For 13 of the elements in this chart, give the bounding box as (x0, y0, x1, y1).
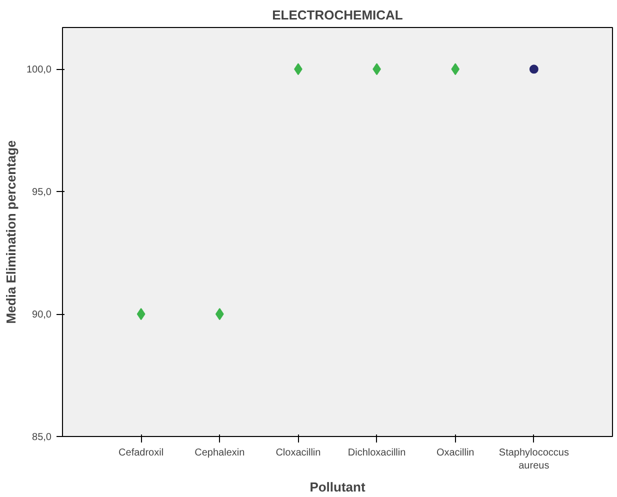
y-tick-label: 85,0 (32, 432, 52, 443)
x-tick-label: Oxacillin (436, 448, 474, 458)
y-tick-label: 95,0 (32, 187, 52, 198)
x-tick-label: Cephalexin (194, 448, 245, 458)
x-tick-label: Dichloxacillin (348, 448, 406, 458)
x-axis-title: Pollutant (310, 480, 366, 495)
x-tick-label: Staphylococcus aureus (498, 448, 569, 472)
chart-title: ELECTROCHEMICAL (272, 8, 403, 22)
y-tick-label: 90,0 (32, 310, 52, 321)
x-tick-label: Cloxacillin (276, 448, 321, 458)
y-axis-title: Media Elimination percentage (3, 140, 18, 324)
x-tick-label: Cefadroxil (118, 448, 164, 458)
y-tick-label: 100,0 (26, 64, 52, 76)
